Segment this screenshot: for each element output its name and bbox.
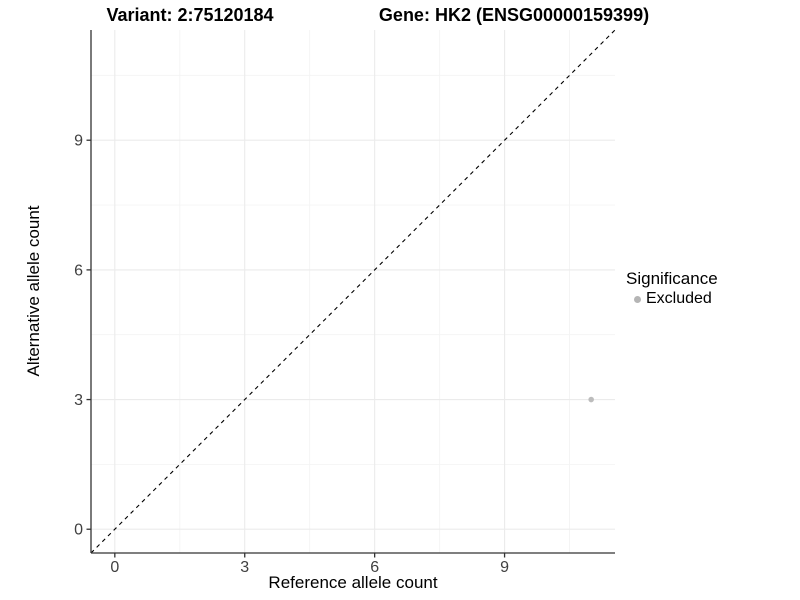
legend: Significance Excluded xyxy=(626,269,718,308)
x-axis-title: Reference allele count xyxy=(268,573,438,592)
legend-key-dot-icon xyxy=(634,295,641,303)
x-tick-label: 6 xyxy=(370,559,379,576)
plot-title-variant: Variant: 2:75120184 xyxy=(106,5,274,25)
legend-item-label: Excluded xyxy=(646,290,712,307)
legend-item-excluded: Excluded xyxy=(626,290,718,308)
x-tick-label: 9 xyxy=(500,559,509,576)
y-axis-title: Alternative allele count xyxy=(24,205,43,377)
identity-dashed-line xyxy=(90,29,616,554)
x-tick-label: 0 xyxy=(110,559,119,576)
y-tick-label: 3 xyxy=(74,392,83,409)
y-tick-label: 0 xyxy=(74,522,83,539)
y-tick-label: 9 xyxy=(74,133,83,150)
y-tick-label: 6 xyxy=(74,262,83,279)
data-point xyxy=(588,396,594,403)
plot-title-gene: Gene: HK2 (ENSG00000159399) xyxy=(378,5,650,25)
x-tick-label: 3 xyxy=(240,559,249,576)
legend-title: Significance xyxy=(626,269,718,288)
